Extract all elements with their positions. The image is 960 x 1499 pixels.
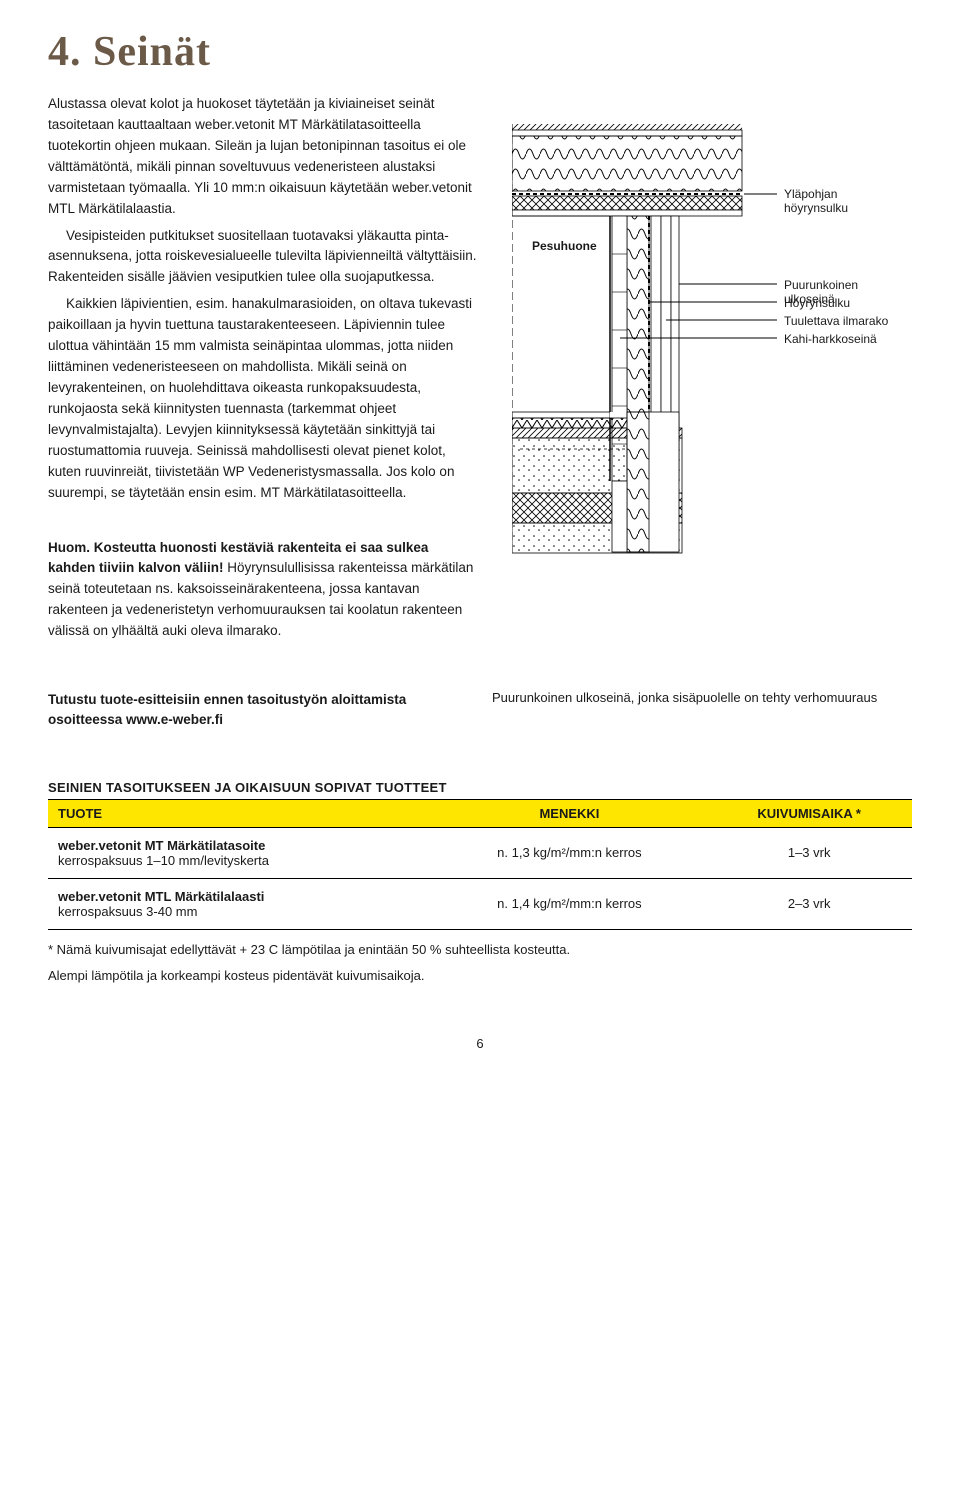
footnote-1: * Nämä kuivumisajat edellyttävät + 23 C …: [48, 940, 912, 960]
paragraph-2: Vesipisteiden putkitukset suositellaan t…: [48, 226, 478, 289]
col-header-tuote: TUOTE: [48, 799, 433, 827]
paragraph-1: Alustassa olevat kolot ja huokoset täyte…: [48, 94, 478, 220]
table-title: SEINIEN TASOITUKSEEN JA OIKAISUUN SOPIVA…: [48, 780, 912, 795]
products-table: TUOTE MENEKKI KUIVUMISAIKA * weber.veton…: [48, 799, 912, 930]
page-number: 6: [48, 1036, 912, 1051]
label-pesuhuone: Pesuhuone: [532, 239, 597, 253]
label-kahi: Kahi-harkkoseinä: [784, 332, 877, 346]
note-paragraph: Huom. Kosteutta huonosti kestäviä rakent…: [48, 538, 478, 643]
col-header-menekki: MENEKKI: [433, 799, 707, 827]
cell-kuivumis: 1–3 vrk: [706, 827, 912, 878]
paragraph-3: Kaikkien läpivientien, esim. hanakulmara…: [48, 294, 478, 503]
brochure-note: Tutustu tuote-esitteisiin ennen tasoitus…: [48, 690, 468, 731]
label-hoyrynsulku: Höyrynsulku: [784, 296, 850, 310]
col-header-kuivumis: KUIVUMISAIKA *: [706, 799, 912, 827]
label-ylapohja: Yläpohjan höyrynsulku: [784, 187, 892, 216]
table-row: weber.vetonit MTL Märkätilalaasti kerros…: [48, 878, 912, 929]
product-name: weber.vetonit MTL Märkätilalaasti: [58, 889, 423, 904]
wall-section-diagram: Yläpohjan höyrynsulku Pesuhuone Puurunko…: [512, 124, 892, 564]
product-sub: kerrospaksuus 1–10 mm/levityskerta: [58, 853, 269, 868]
label-ilmarako: Tuulettava ilmarako: [784, 314, 888, 328]
diagram-caption: Puurunkoinen ulkoseinä, jonka sisäpuolel…: [492, 689, 912, 708]
page-heading: 4. Seinät: [48, 28, 912, 76]
product-sub: kerrospaksuus 3-40 mm: [58, 904, 197, 919]
table-row: weber.vetonit MT Märkätilatasoite kerros…: [48, 827, 912, 878]
cell-kuivumis: 2–3 vrk: [706, 878, 912, 929]
footnote-2: Alempi lämpötila ja korkeampi kosteus pi…: [48, 966, 912, 986]
body-text-column: Alustassa olevat kolot ja huokoset täyte…: [48, 94, 478, 648]
cell-menekki: n. 1,3 kg/m²/mm:n kerros: [433, 827, 707, 878]
cell-menekki: n. 1,4 kg/m²/mm:n kerros: [433, 878, 707, 929]
product-name: weber.vetonit MT Märkätilatasoite: [58, 838, 423, 853]
